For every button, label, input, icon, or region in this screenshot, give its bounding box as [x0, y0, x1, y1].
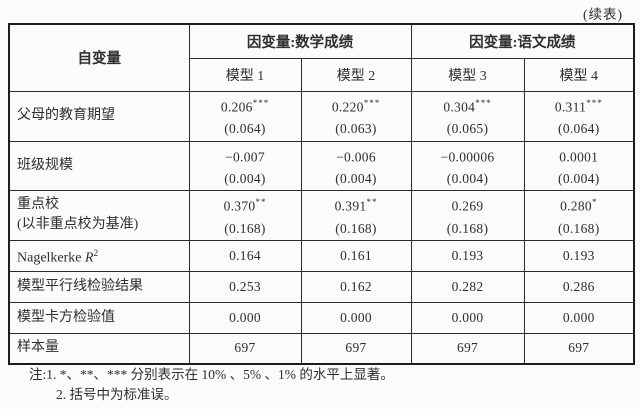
header-row-groups: 自变量 因变量:数学成绩 因变量:语文成绩 [8, 23, 635, 92]
standard-error: (0.004) [335, 171, 377, 186]
table-notes: 注:1. *、**、*** 分别表示在 10% 、5% 、1% 的水平上显著。 … [29, 365, 394, 405]
cell-coef: 0.304*** (0.065) [410, 90, 525, 142]
stat-value: 0.000 [523, 301, 635, 334]
standard-error: (0.004) [558, 171, 600, 186]
row-class-size: 班级规模 −0.007 (0.004) −0.006 (0.004) −0.00… [8, 140, 635, 191]
stat-value: 0.164 [188, 239, 302, 272]
significance-stars: *** [475, 97, 492, 108]
coef-value: 0.269 [451, 198, 484, 214]
row-label: 父母的教育期望 [8, 90, 190, 142]
header-model-2: 模型 2 [300, 57, 412, 92]
stat-value: 0.286 [523, 270, 635, 303]
stat-value: 0.162 [300, 270, 412, 303]
row-nagelkerke-r2: Nagelkerke R2 0.164 0.161 0.193 0.193 [8, 239, 635, 272]
standard-error: (0.168) [446, 220, 489, 236]
stat-value: 0.161 [300, 239, 412, 272]
significance-stars: ** [366, 197, 378, 207]
standard-error: (0.168) [335, 220, 377, 236]
header-model-3: 模型 3 [410, 57, 525, 92]
coef-value: 0.0001 [559, 149, 599, 164]
coef-value: −0.007 [225, 149, 265, 164]
stat-value: 697 [410, 332, 525, 365]
significance-stars: * [591, 197, 598, 207]
coef-value: 0.304 [443, 99, 476, 115]
nagelkerke-text: Nagelkerke [17, 250, 86, 266]
cell-coef: 0.280* (0.168) [523, 190, 635, 241]
stat-value: 0.193 [410, 239, 525, 272]
header-model-4: 模型 4 [523, 57, 635, 92]
standard-error: (0.064) [224, 121, 266, 137]
standard-error: (0.063) [335, 121, 377, 137]
row-label: Nagelkerke R2 [8, 239, 190, 272]
coef-value: 0.206 [220, 99, 253, 115]
cell-coef: 0.391** (0.168) [300, 190, 412, 241]
header-row-models: 模型 1 模型 2 模型 3 模型 4 [9, 57, 635, 92]
coef-value: 0.370 [223, 198, 256, 214]
standard-error: (0.168) [224, 220, 266, 236]
continued-table-label: (续表) [583, 7, 623, 22]
coef-value: −0.00006 [440, 149, 495, 164]
standard-error: (0.168) [558, 220, 600, 236]
row-label: 重点校 (以非重点校为基准) [8, 190, 190, 241]
coef-value: 0.391 [334, 198, 367, 214]
row-label: 模型平行线检验结果 [8, 270, 190, 303]
regression-results-table: 自变量 因变量:数学成绩 因变量:语文成绩 模型 1 模型 2 模型 3 模型 … [8, 23, 636, 365]
coef-value: −0.006 [336, 149, 376, 164]
note-standard-errors: 2. 括号中为标准误。 [56, 387, 178, 402]
cell-coef: −0.00006 (0.004) [410, 140, 525, 191]
stat-value: 697 [523, 332, 635, 365]
significance-stars: *** [252, 97, 270, 108]
cell-coef: −0.006 (0.004) [300, 140, 412, 191]
r-exponent: 2 [93, 247, 99, 258]
row-parallel-lines-test: 模型平行线检验结果 0.253 0.162 0.282 0.286 [8, 270, 635, 303]
standard-error: (0.004) [446, 171, 489, 186]
row-label-line2: (以非重点校为基准) [17, 217, 139, 233]
significance-stars: ** [255, 197, 267, 207]
cell-coef: 0.206*** (0.064) [188, 90, 302, 142]
coef-value: 0.311 [554, 99, 587, 115]
stat-value: 0.000 [188, 301, 302, 334]
row-label: 样本量 [8, 332, 190, 365]
row-sample-size: 样本量 697 697 697 697 [8, 332, 635, 365]
cell-coef: 0.269 (0.168) [410, 190, 525, 241]
cell-coef: 0.0001 (0.004) [523, 140, 635, 191]
cell-coef: −0.007 (0.004) [188, 140, 302, 191]
note-significance-levels: 注:1. *、**、*** 分别表示在 10% 、5% 、1% 的水平上显著。 [29, 367, 394, 382]
coef-value: 0.280 [560, 198, 592, 214]
header-independent-variable: 自变量 [8, 23, 190, 92]
row-chi-square-test: 模型卡方检验值 0.000 0.000 0.000 0.000 [8, 301, 635, 334]
standard-error: (0.065) [446, 121, 489, 137]
coef-value: 0.220 [331, 99, 364, 115]
standard-error: (0.004) [224, 171, 266, 186]
stat-value: 0.000 [410, 301, 525, 334]
stat-value: 0.000 [300, 301, 412, 334]
significance-stars: *** [586, 97, 603, 108]
row-label: 班级规模 [8, 140, 190, 191]
header-group-math: 因变量:数学成绩 [188, 23, 412, 59]
cell-coef: 0.370** (0.168) [188, 190, 302, 241]
cell-coef: 0.311*** (0.064) [523, 90, 635, 142]
significance-stars: *** [363, 97, 381, 108]
stat-value: 0.253 [188, 270, 302, 303]
stat-value: 0.193 [523, 239, 635, 272]
stat-value: 697 [188, 332, 302, 365]
row-label: 模型卡方检验值 [8, 301, 190, 334]
row-key-school: 重点校 (以非重点校为基准) 0.370** (0.168) 0.391** (… [8, 190, 635, 241]
stat-value: 0.282 [410, 270, 525, 303]
row-label-line1: 重点校 [17, 197, 59, 213]
cell-coef: 0.220*** (0.063) [300, 90, 412, 142]
header-group-chinese: 因变量:语文成绩 [410, 23, 635, 59]
standard-error: (0.064) [558, 121, 600, 137]
header-model-1: 模型 1 [188, 57, 302, 92]
r-symbol: R [85, 250, 94, 266]
row-parent-education-expectation: 父母的教育期望 0.206*** (0.064) 0.220*** (0.063… [8, 90, 635, 142]
stat-value: 697 [300, 332, 412, 365]
